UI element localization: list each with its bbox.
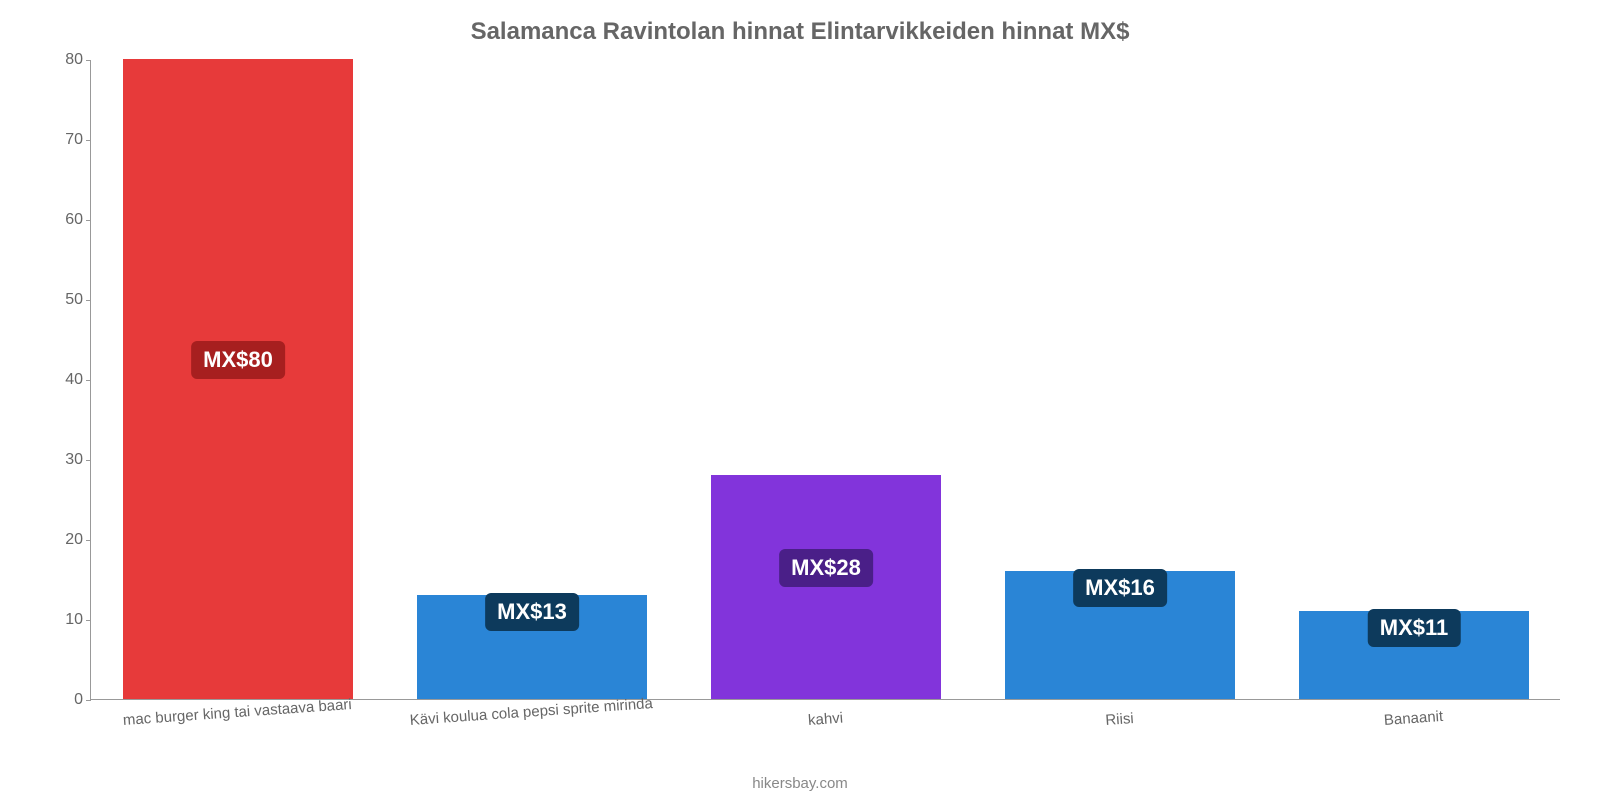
y-tick-label: 50 bbox=[41, 291, 83, 309]
x-category-label: kahvi bbox=[807, 710, 843, 729]
y-tick-mark bbox=[86, 380, 91, 381]
bars-layer: MX$80 MX$13 MX$28 MX$16 MX$11 bbox=[91, 60, 1560, 699]
y-tick-mark bbox=[86, 220, 91, 221]
y-tick-mark bbox=[86, 620, 91, 621]
plot-area: MX$80MX$13MX$28MX$16MX$11 01020304050607… bbox=[90, 60, 1560, 700]
y-tick-mark bbox=[86, 700, 91, 701]
bar bbox=[711, 475, 940, 699]
y-tick-mark bbox=[86, 300, 91, 301]
x-category-label: Riisi bbox=[1105, 710, 1134, 729]
chart-title: Salamanca Ravintolan hinnat Elintarvikke… bbox=[0, 18, 1600, 46]
bar-value-label: MX$13 bbox=[485, 593, 579, 631]
y-tick-label: 60 bbox=[41, 211, 83, 229]
y-tick-label: 30 bbox=[41, 451, 83, 469]
bar-value-label: MX$80 bbox=[191, 341, 285, 379]
y-tick-label: 80 bbox=[41, 51, 83, 69]
y-tick-mark bbox=[86, 60, 91, 61]
bar-value-label: MX$11 bbox=[1368, 609, 1461, 647]
x-category-label: Banaanit bbox=[1383, 708, 1443, 729]
y-tick-mark bbox=[86, 460, 91, 461]
price-bar-chart: Salamanca Ravintolan hinnat Elintarvikke… bbox=[0, 0, 1600, 800]
chart-credit: hikersbay.com bbox=[0, 775, 1600, 792]
x-category-label: mac burger king tai vastaava baari bbox=[122, 696, 352, 729]
bar-value-label: MX$28 bbox=[779, 549, 873, 587]
bar-value-label: MX$16 bbox=[1073, 569, 1167, 607]
y-tick-label: 70 bbox=[41, 131, 83, 149]
y-tick-label: 20 bbox=[41, 531, 83, 549]
y-tick-label: 0 bbox=[41, 691, 83, 709]
y-tick-mark bbox=[86, 540, 91, 541]
y-tick-label: 40 bbox=[41, 371, 83, 389]
y-tick-mark bbox=[86, 140, 91, 141]
y-tick-label: 10 bbox=[41, 611, 83, 629]
bar bbox=[123, 59, 352, 699]
x-category-label: Kävi koulua cola pepsi sprite mirinda bbox=[409, 695, 653, 729]
